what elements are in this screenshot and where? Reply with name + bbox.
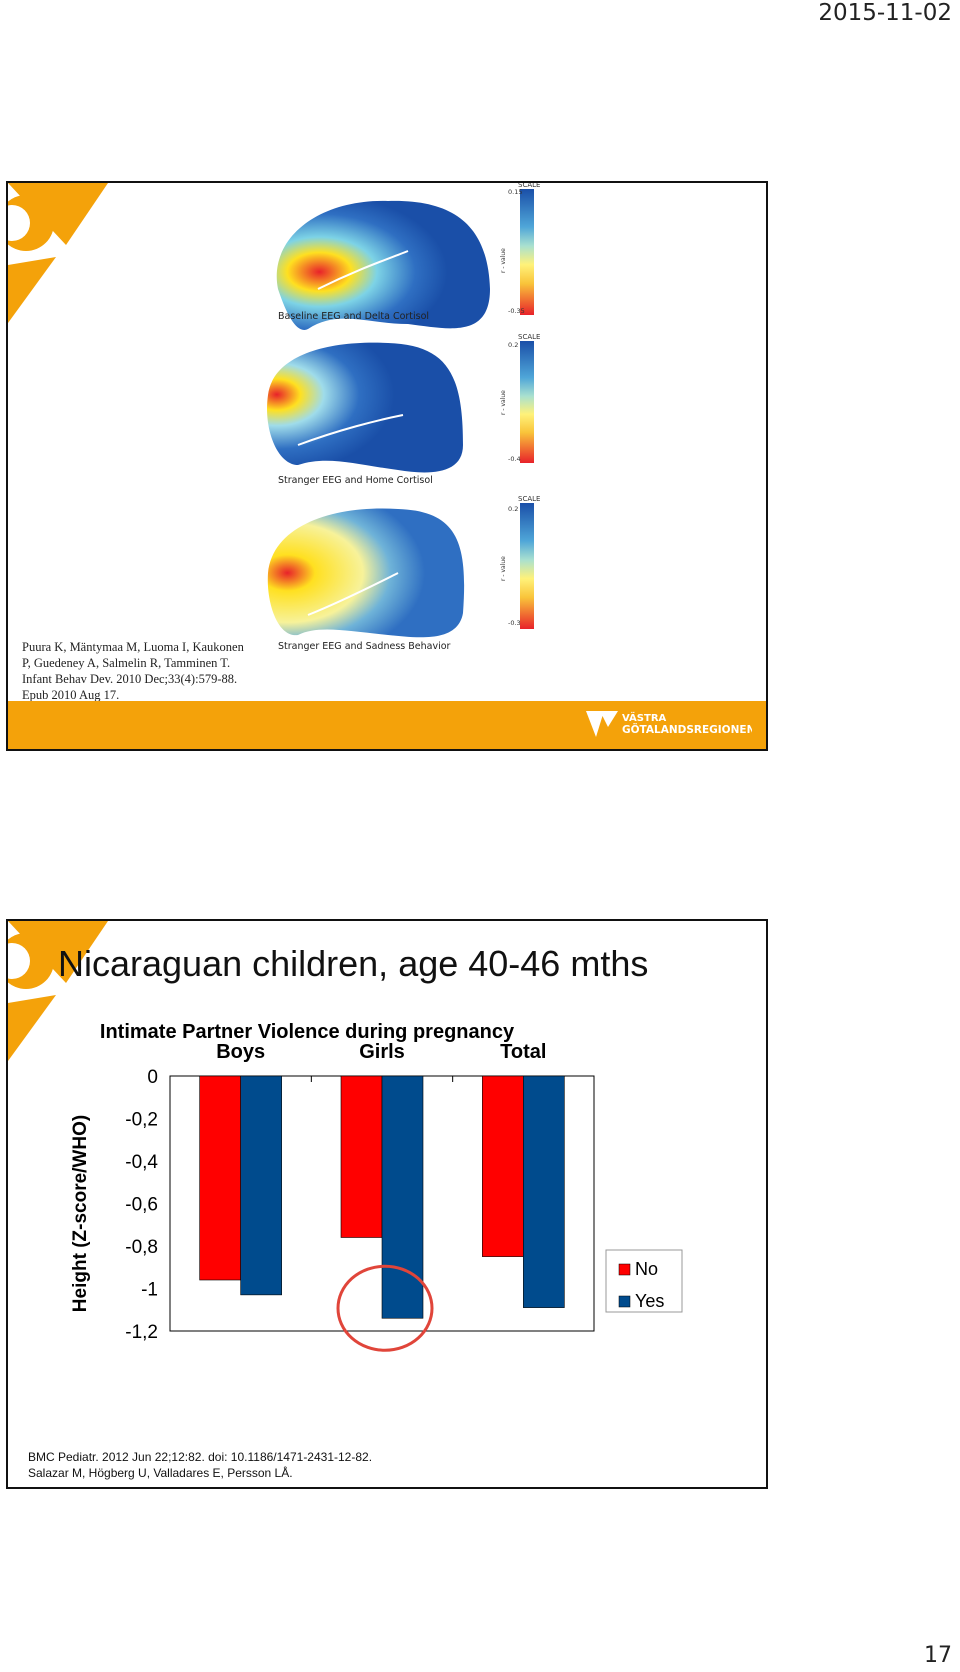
scale-1-tick: 0.15 [508, 188, 523, 196]
slide-height-chart: Nicaraguan children, age 40-46 mths Inti… [6, 919, 768, 1489]
scale-1-tick: -0.35 [508, 307, 525, 315]
eeg-map-stranger-home [267, 342, 463, 473]
legend-swatch [618, 1295, 631, 1308]
eeg-map-baseline [276, 200, 490, 330]
scale-bar-2 [520, 341, 534, 463]
category-label: Girls [359, 1041, 405, 1063]
scale-2-tick: 0.2 [508, 341, 519, 349]
scale-title-2: SCALE [518, 333, 541, 341]
bar-yes-total [523, 1075, 565, 1308]
legend-box [605, 1249, 683, 1313]
document-date: 2015-11-02 [818, 0, 952, 26]
scale-axis-1: r - value [500, 248, 507, 273]
scale-3-tick: 0.2 [508, 505, 519, 513]
scale-title-3: SCALE [518, 495, 541, 503]
page-number: 17 [924, 1643, 952, 1668]
highlight-circle [336, 1264, 434, 1352]
legend-label: Yes [635, 1291, 664, 1311]
chart-title: Intimate Partner Violence during pregnan… [99, 1021, 515, 1043]
bar-yes-girls [381, 1075, 424, 1319]
scale-3-tick: -0.3 [508, 619, 521, 627]
bar-no-total [482, 1075, 524, 1257]
slide-title: Nicaraguan children, age 40-46 mths [58, 943, 649, 984]
bar-no-girls [340, 1075, 383, 1238]
scale-title-1: SCALE [518, 181, 541, 189]
y-tick-label: -0,2 [125, 1110, 158, 1131]
citation-line-1: BMC Pediatr. 2012 Jun 22;12:82. doi: 10.… [28, 1450, 373, 1464]
slide1-footer: VÄSTRA GÖTALANDSREGIONEN [8, 701, 766, 749]
scale-2-tick: -0.4 [508, 455, 521, 463]
eeg-caption-1: Baseline EEG and Delta Cortisol [278, 311, 430, 322]
citation-line-2: Salazar M, Högberg U, Valladares E, Pers… [28, 1466, 293, 1480]
legend-label: No [635, 1259, 658, 1279]
y-tick-label: -0,8 [125, 1237, 158, 1258]
scale-axis-2: r - value [500, 390, 507, 415]
category-label: Total [500, 1041, 546, 1063]
y-tick-label: -1,2 [125, 1322, 158, 1343]
y-axis-label: Height (Z-score/WHO) [70, 1115, 91, 1312]
scale-axis-3: r - value [500, 556, 507, 581]
slide1-citation: Puura K, Mäntymaa M, Luoma I, Kaukonen P… [22, 640, 244, 702]
bar-yes-boys [240, 1075, 282, 1296]
legend-swatch [618, 1263, 631, 1276]
eeg-caption-2: Stranger EEG and Home Cortisol [278, 475, 433, 486]
category-label: Boys [216, 1041, 265, 1063]
vgr-logo: VÄSTRA GÖTALANDSREGIONEN [586, 710, 752, 737]
y-tick-label: -0,4 [125, 1152, 158, 1173]
corner-decoration [8, 921, 108, 1061]
corner-decoration [8, 183, 108, 323]
y-tick-label: -0,6 [125, 1195, 158, 1216]
eeg-map-stranger-sadness [267, 508, 465, 638]
slide-eeg: Baseline EEG and Delta Cortisol Stranger… [6, 181, 768, 751]
svg-text:GÖTALANDSREGIONEN: GÖTALANDSREGIONEN [622, 722, 752, 736]
scale-bar-3 [520, 503, 534, 629]
scale-bar-1 [520, 189, 534, 315]
bar-chart: 0 -0,2 -0,4 -0,6 -0,8 -1 -1,2 Height (Z-score/W… [70, 1041, 683, 1352]
eeg-caption-3: Stranger EEG and Sadness Behavior [278, 641, 451, 652]
svg-text:VÄSTRA: VÄSTRA [622, 710, 667, 724]
y-tick-label: 0 [147, 1067, 158, 1088]
y-tick-label: -1 [141, 1280, 158, 1301]
bar-no-boys [199, 1075, 241, 1281]
slide2-citation: BMC Pediatr. 2012 Jun 22;12:82. doi: 10.… [28, 1449, 372, 1481]
